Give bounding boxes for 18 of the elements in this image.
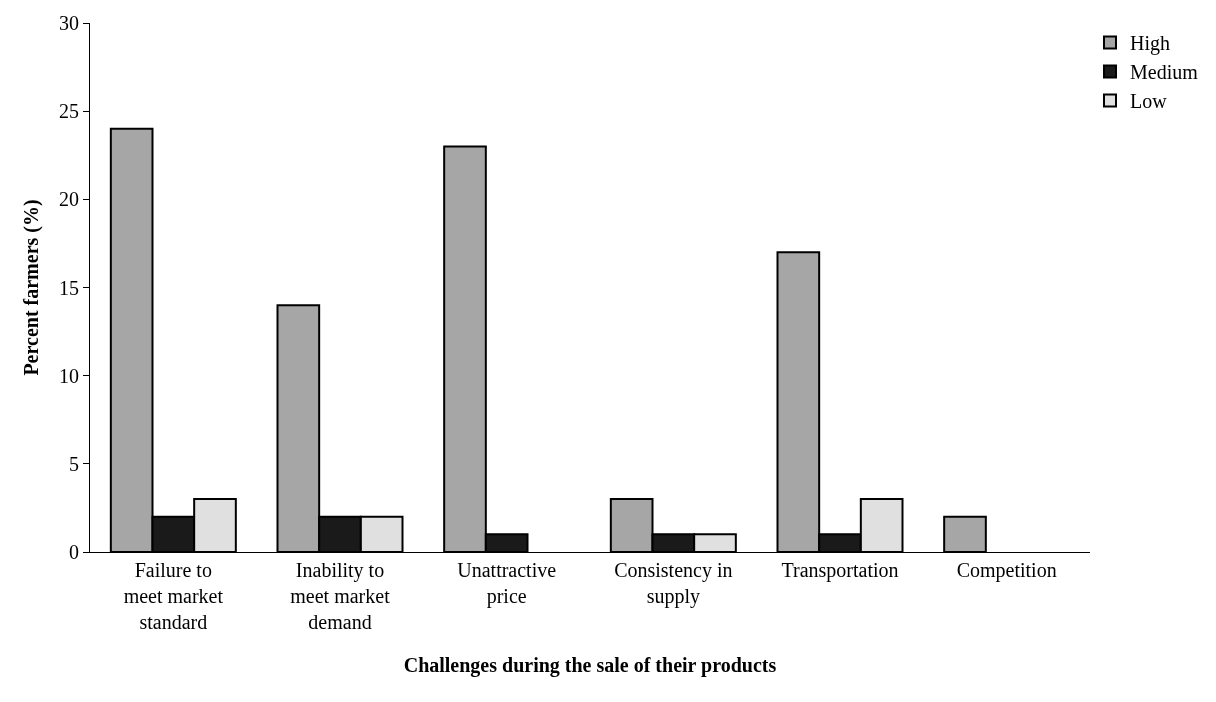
y-tick-label: 15: [59, 276, 79, 299]
y-tick-label: 10: [59, 364, 79, 387]
x-tick-label: Transportation: [781, 559, 899, 582]
legend-label: Medium: [1130, 61, 1199, 84]
x-axis-title: Challenges during the sale of their products: [403, 653, 777, 677]
legend-label: Low: [1130, 90, 1168, 113]
x-tick-label: Unattractive price: [457, 559, 557, 608]
y-tick-label: 0: [69, 541, 79, 563]
x-tick-label: Competition: [956, 559, 1057, 582]
y-axis-title: Percent farmers (%): [19, 199, 43, 376]
y-tick-label: 25: [59, 100, 79, 123]
y-tick-label: 20: [59, 188, 79, 211]
x-tick-label: Consistency in supply: [614, 559, 733, 608]
y-tick-label: 5: [69, 452, 79, 475]
x-tick-label: Inability to meet market demand: [290, 559, 391, 633]
legend-label: High: [1130, 32, 1170, 56]
y-tick-label: 30: [59, 12, 79, 34]
x-tick-label: Failure to meet market standard: [123, 559, 224, 633]
